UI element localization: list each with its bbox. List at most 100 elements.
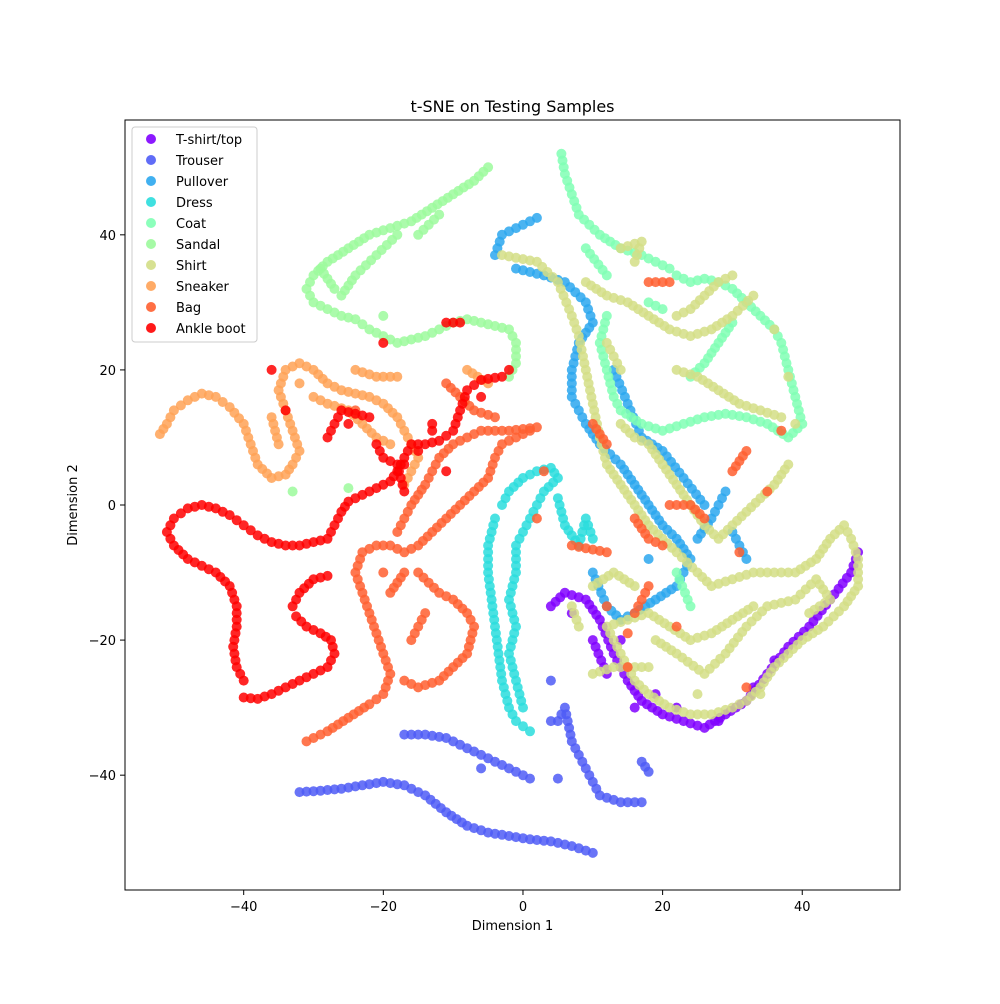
data-point xyxy=(769,324,780,335)
data-point xyxy=(497,371,507,382)
data-point xyxy=(790,418,801,429)
data-point xyxy=(692,709,703,720)
data-point xyxy=(776,567,787,578)
data-point xyxy=(804,608,815,619)
data-point xyxy=(399,729,410,740)
data-point xyxy=(217,397,228,407)
data-point xyxy=(168,405,179,416)
data-point xyxy=(266,364,277,375)
data-point xyxy=(441,466,452,477)
series-6 xyxy=(497,236,864,720)
data-point xyxy=(622,628,633,639)
data-point xyxy=(371,371,382,382)
points-layer xyxy=(154,148,864,858)
data-point xyxy=(245,525,256,536)
data-point xyxy=(448,317,459,328)
data-point xyxy=(615,797,626,808)
data-point xyxy=(776,412,787,423)
data-point xyxy=(748,290,759,301)
data-point xyxy=(699,500,710,510)
data-point xyxy=(671,621,682,632)
data-point xyxy=(511,716,521,727)
series-9 xyxy=(161,317,514,704)
data-point xyxy=(762,486,773,497)
data-point xyxy=(504,425,514,436)
data-point xyxy=(573,621,584,632)
data-point xyxy=(413,729,424,740)
data-point xyxy=(538,466,549,477)
data-point xyxy=(518,721,528,732)
data-point xyxy=(364,699,375,710)
data-point xyxy=(441,378,452,389)
legend-label: Coat xyxy=(176,217,206,232)
data-point xyxy=(434,209,445,220)
data-point xyxy=(385,439,396,450)
legend-label: Shirt xyxy=(176,259,207,274)
series-8 xyxy=(301,277,787,747)
data-point xyxy=(406,635,417,646)
data-point xyxy=(336,290,347,301)
legend-marker xyxy=(146,134,156,144)
x-tick-label: 20 xyxy=(654,900,671,915)
chart-title: t-SNE on Testing Samples xyxy=(410,97,614,116)
data-point xyxy=(504,364,514,375)
y-tick-label: 40 xyxy=(99,229,116,244)
legend-marker xyxy=(146,176,156,186)
data-point xyxy=(385,371,396,382)
data-point xyxy=(371,540,382,551)
y-tick-label: 0 xyxy=(108,499,116,514)
data-point xyxy=(483,425,494,436)
data-point xyxy=(762,567,773,578)
data-point xyxy=(671,500,682,510)
series-7 xyxy=(154,358,494,490)
data-point xyxy=(525,726,535,737)
data-point xyxy=(378,371,389,382)
data-point xyxy=(608,662,619,673)
data-point xyxy=(231,515,242,526)
data-point xyxy=(622,662,633,673)
x-tick-label: 40 xyxy=(794,900,811,915)
data-point xyxy=(587,533,598,544)
data-point xyxy=(399,675,410,686)
y-tick-label: −40 xyxy=(89,769,116,784)
data-point xyxy=(699,513,710,524)
data-point xyxy=(406,439,417,450)
series-3 xyxy=(483,462,598,737)
data-point xyxy=(643,662,654,673)
data-point xyxy=(664,277,675,288)
legend-marker xyxy=(146,239,156,249)
data-point xyxy=(580,243,591,254)
data-point xyxy=(531,513,542,524)
data-point xyxy=(741,554,752,564)
data-point xyxy=(629,797,640,808)
data-point xyxy=(748,567,759,578)
data-point xyxy=(441,430,452,441)
legend-marker xyxy=(146,281,156,291)
data-point xyxy=(490,425,500,436)
data-point xyxy=(371,694,382,705)
legend-label: Bag xyxy=(176,301,201,316)
data-point xyxy=(755,689,766,700)
data-point xyxy=(315,263,326,274)
data-point xyxy=(357,319,368,330)
data-point xyxy=(343,418,354,429)
data-point xyxy=(769,567,780,578)
legend-label: Sneaker xyxy=(176,280,230,295)
data-point xyxy=(720,486,731,497)
data-point xyxy=(587,567,598,578)
data-point xyxy=(378,540,389,551)
data-point xyxy=(776,425,787,436)
data-point xyxy=(636,797,647,808)
data-point xyxy=(210,391,221,402)
data-point xyxy=(741,446,752,456)
data-point xyxy=(399,486,410,497)
x-tick-label: −40 xyxy=(230,900,257,915)
data-point xyxy=(706,709,717,720)
data-point xyxy=(497,425,507,436)
legend-label: Ankle boot xyxy=(176,322,246,337)
data-point xyxy=(294,378,305,389)
data-point xyxy=(280,540,291,551)
legend-label: Sandal xyxy=(176,238,220,253)
data-point xyxy=(629,256,640,267)
